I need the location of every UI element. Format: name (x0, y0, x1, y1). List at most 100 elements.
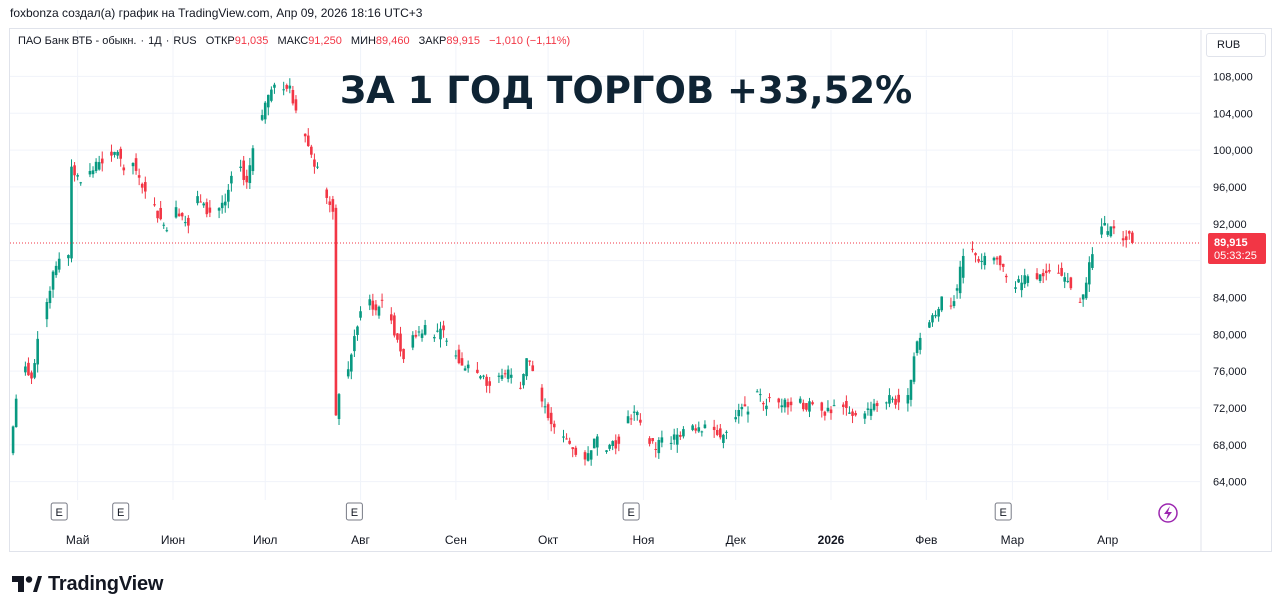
candle-body (476, 369, 479, 373)
candle (958, 260, 962, 299)
candle (165, 227, 169, 233)
candle (353, 329, 356, 357)
currency-button[interactable]: RUB (1206, 33, 1266, 57)
candle-body (306, 135, 310, 147)
earnings-marker-box (345, 502, 363, 521)
x-tick-label: Дек (726, 533, 747, 547)
candle (977, 256, 980, 264)
candle (70, 159, 73, 263)
low-label: МИН (350, 35, 376, 47)
candle (872, 398, 876, 412)
candle (325, 187, 329, 205)
candle-body (691, 425, 694, 430)
candle-body (57, 258, 61, 270)
candle-body (165, 230, 169, 232)
candle (377, 305, 381, 319)
candle (476, 361, 479, 374)
candle-body (11, 426, 15, 454)
candle (94, 158, 98, 174)
candle-body (1063, 277, 1067, 282)
lightning-icon[interactable] (1158, 503, 1178, 523)
candle (334, 204, 338, 416)
candle (697, 421, 701, 433)
candle (848, 406, 851, 415)
earnings-marker[interactable]: E (994, 502, 1012, 521)
candle (1127, 230, 1131, 240)
candle (1121, 230, 1125, 247)
candle-body (140, 183, 144, 188)
candle (1063, 272, 1067, 289)
candle-body (866, 408, 870, 410)
candle-body (266, 94, 270, 108)
candle (740, 403, 744, 417)
candle-body (1106, 231, 1110, 235)
candle (153, 197, 156, 207)
candle-body (27, 362, 30, 376)
candle (371, 293, 375, 316)
candle (100, 151, 104, 172)
earnings-marker[interactable]: E (50, 502, 68, 521)
candle (143, 176, 147, 199)
candle (626, 410, 630, 424)
candle-body (122, 167, 126, 171)
candle (433, 334, 436, 342)
candle (863, 410, 867, 425)
candle-body (872, 403, 876, 410)
candle-body (1121, 238, 1125, 241)
candle (912, 352, 916, 385)
candle-body (245, 175, 249, 183)
candle-body (411, 335, 415, 348)
candle (672, 428, 676, 445)
candle (248, 157, 252, 190)
candle-body (762, 402, 765, 405)
candle (497, 372, 501, 383)
candle-body (24, 366, 27, 373)
candle (223, 193, 227, 213)
candle-body (371, 300, 375, 310)
candle (632, 405, 636, 421)
candle-body (116, 151, 119, 156)
candle (57, 252, 61, 273)
earnings-marker[interactable]: E (622, 502, 640, 521)
candle (199, 194, 202, 203)
candle (894, 395, 897, 409)
tradingview-logo[interactable]: TradingView (12, 572, 163, 596)
candle-body (67, 255, 70, 259)
candle-body (614, 440, 618, 449)
candle (439, 321, 442, 348)
earnings-marker[interactable]: E (112, 502, 130, 521)
candle (457, 344, 461, 365)
candle (725, 430, 728, 440)
candle-body (832, 405, 836, 407)
candle-body (282, 89, 285, 91)
earnings-marker-label: E (351, 507, 358, 519)
candle-body (1078, 301, 1082, 303)
candle (79, 181, 83, 186)
candle (245, 169, 249, 189)
candle-body (377, 306, 381, 316)
interval[interactable]: 1Д (148, 35, 162, 47)
candle (888, 388, 891, 408)
candle (331, 195, 335, 220)
candle-body (270, 89, 273, 101)
candle (934, 310, 937, 319)
candle-body (153, 204, 156, 206)
candle (805, 403, 808, 412)
earnings-marker[interactable]: E (345, 502, 363, 521)
symbol-name[interactable]: ПАО Банк ВТБ - обыкн. (18, 35, 137, 47)
candle-body (54, 265, 58, 276)
candle-body (743, 404, 747, 407)
chart-title: ЗА 1 ГОД ТОРГОВ +33,52% (340, 69, 912, 112)
candle-body (260, 115, 264, 120)
candle-body (1112, 226, 1116, 229)
candle-body (961, 255, 965, 278)
candle (122, 164, 126, 176)
candle (1057, 264, 1060, 274)
symbol-legend: ПАО Банк ВТБ - обыкн. · 1Д · RUS ОТКР91,035 … (18, 35, 571, 47)
x-tick-label: Ноя (633, 533, 655, 547)
candle-body (697, 427, 701, 432)
price-tag-countdown: 05:33:25 (1214, 250, 1257, 262)
candle (605, 450, 608, 454)
candle (454, 350, 458, 360)
